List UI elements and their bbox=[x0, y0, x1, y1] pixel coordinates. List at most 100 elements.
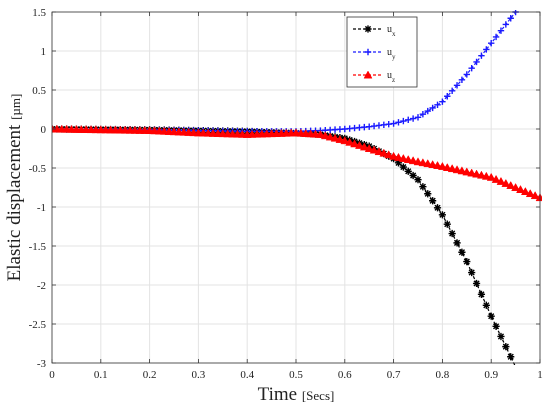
x-tick-label: 1 bbox=[537, 369, 543, 381]
x-tick-label: 0.2 bbox=[143, 369, 157, 381]
y-tick-label: -0.5 bbox=[29, 163, 47, 175]
legend-entry-u-x-label-main: u bbox=[387, 24, 392, 35]
x-tick-label: 0.7 bbox=[387, 369, 401, 381]
series-u-z-marker bbox=[467, 168, 477, 177]
series-u-y-marker bbox=[488, 40, 495, 47]
series-u-z-marker bbox=[374, 147, 384, 156]
series-u-y-marker bbox=[492, 33, 500, 41]
series-u-z-marker bbox=[394, 152, 403, 161]
series-u-x-marker bbox=[507, 353, 515, 361]
series-u-x-marker bbox=[438, 211, 446, 219]
series-u-y-marker bbox=[400, 117, 407, 125]
series-u-x-marker bbox=[472, 279, 481, 288]
y-tick-label: -3 bbox=[37, 358, 47, 370]
series-u-z-marker bbox=[530, 191, 540, 200]
legend-entry-u-x: ux bbox=[353, 24, 396, 38]
series-u-z-marker bbox=[525, 189, 535, 198]
series-u-y-marker bbox=[409, 115, 417, 122]
series-u-z-marker bbox=[457, 166, 467, 175]
series-u-y-marker bbox=[463, 71, 470, 78]
legend-entry-u-x-marker bbox=[364, 25, 372, 33]
series-u-z-marker bbox=[398, 153, 408, 162]
series-u-z-marker bbox=[501, 178, 511, 187]
series-u-x-marker bbox=[502, 343, 510, 351]
series-u-z-marker bbox=[452, 165, 462, 174]
y-axis-label-main: Elastic displacement bbox=[4, 120, 25, 281]
x-tick-label: 0.9 bbox=[484, 369, 498, 381]
x-tick-label: 0 bbox=[49, 369, 55, 381]
series-u-z-marker bbox=[320, 131, 330, 140]
y-tick-label: 0 bbox=[41, 124, 47, 136]
series-u-z-marker bbox=[472, 169, 481, 178]
legend-entry-u-z-label: uz bbox=[387, 70, 395, 84]
series-layer bbox=[52, 10, 542, 365]
axes bbox=[51, 11, 541, 364]
series-u-y-marker bbox=[419, 110, 427, 118]
series-u-x-marker bbox=[448, 229, 456, 238]
series-u-y-marker bbox=[424, 107, 431, 115]
x-axis-label-unit: [Secs] bbox=[302, 388, 335, 403]
y-tick-label: -1 bbox=[37, 202, 46, 214]
legend-entry-u-y-label-main: u bbox=[387, 47, 392, 58]
series-u-z-marker bbox=[447, 164, 457, 173]
series-u-z-marker bbox=[379, 148, 389, 157]
series-u-z-marker bbox=[345, 137, 355, 146]
series-u-z-marker bbox=[418, 158, 428, 167]
legend-box bbox=[346, 16, 418, 88]
x-axis-label-main: Time bbox=[258, 384, 302, 405]
series-u-x-marker bbox=[492, 322, 500, 330]
series-u-x-marker bbox=[414, 176, 422, 184]
legend-entry-u-x-label: ux bbox=[387, 24, 396, 38]
series-u-z-marker bbox=[462, 167, 472, 176]
series-u-z-marker bbox=[315, 129, 325, 138]
series-u-z-marker bbox=[350, 139, 359, 148]
legend-entry-u-x-label-subscript: x bbox=[392, 30, 396, 38]
series-u-x-marker bbox=[394, 159, 403, 167]
series-u-y-marker bbox=[405, 116, 412, 123]
series-u-x-marker bbox=[424, 190, 432, 198]
series-u-z-marker bbox=[413, 157, 423, 166]
series-u-z-marker bbox=[491, 174, 501, 183]
series-u-y-marker bbox=[458, 76, 466, 84]
series-u-z-marker bbox=[433, 160, 442, 169]
series-u-y-marker bbox=[497, 27, 505, 34]
series-u-x-marker bbox=[453, 239, 461, 247]
x-axis-label: Time [Secs] bbox=[258, 384, 335, 405]
series-u-y-marker bbox=[434, 101, 441, 109]
series-u-z-marker bbox=[481, 171, 491, 180]
x-tick-label: 0.4 bbox=[240, 369, 254, 381]
x-tick-label: 0.8 bbox=[436, 369, 450, 381]
series-u-x-marker bbox=[497, 332, 505, 341]
x-tick-label: 0.6 bbox=[338, 369, 352, 381]
series-u-x-marker bbox=[429, 197, 437, 205]
series-u-y-marker bbox=[502, 21, 510, 28]
series-u-z-marker bbox=[520, 187, 530, 196]
series-u-y-marker bbox=[478, 52, 485, 59]
series-u-z-marker bbox=[355, 140, 364, 149]
series-u-z-marker bbox=[403, 155, 413, 164]
series-u-y-marker bbox=[439, 98, 446, 105]
x-tick-label: 0.3 bbox=[192, 369, 206, 381]
series-u-x-marker bbox=[399, 163, 407, 171]
series-u-x-marker bbox=[433, 204, 442, 212]
tick-labels: 0 0.1 0.2 0.3 0.4 0.5 0.6 0.7 0.8 0.9 1 1.5 1 0.5 0 -0.… bbox=[29, 7, 543, 381]
series-u-z-marker bbox=[408, 156, 418, 165]
series-u-y-marker bbox=[395, 119, 402, 126]
series-u-z-marker bbox=[384, 150, 394, 159]
legend-entry-u-z: uz bbox=[353, 70, 395, 84]
series-u-z-marker bbox=[511, 182, 521, 191]
legend-entry-u-y: uy bbox=[353, 47, 396, 61]
series-u-y-marker bbox=[468, 64, 475, 72]
y-tick-label: 1 bbox=[41, 46, 47, 58]
y-tick-label: -2.5 bbox=[29, 319, 47, 331]
y-axis-label-unit: [µm] bbox=[8, 94, 23, 120]
series-u-y-marker bbox=[453, 82, 461, 89]
legend-entry-u-z-label-subscript: z bbox=[392, 76, 395, 84]
y-tick-label: -1.5 bbox=[29, 241, 47, 253]
series-u-z-marker bbox=[325, 132, 335, 141]
series-u-z-marker bbox=[340, 136, 350, 145]
series-u-y-marker bbox=[390, 120, 397, 127]
series-u-z-marker bbox=[369, 145, 379, 154]
